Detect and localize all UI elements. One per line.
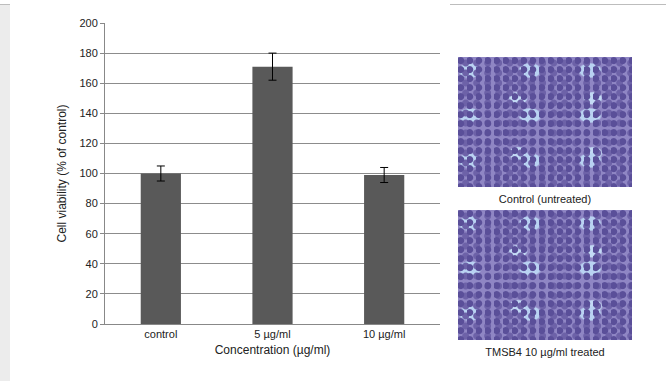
svg-text:120: 120 xyxy=(79,137,97,149)
svg-text:140: 140 xyxy=(79,107,97,119)
svg-text:10 µg/ml: 10 µg/ml xyxy=(363,328,405,340)
svg-text:100: 100 xyxy=(79,167,97,179)
svg-text:200: 200 xyxy=(79,17,97,29)
svg-text:80: 80 xyxy=(86,197,98,209)
svg-text:160: 160 xyxy=(79,77,97,89)
svg-text:20: 20 xyxy=(86,288,98,300)
svg-text:5 µg/ml: 5 µg/ml xyxy=(254,328,290,340)
svg-text:40: 40 xyxy=(86,258,98,270)
svg-text:control: control xyxy=(144,328,177,340)
html-text:Control (untreated): Control (untreated) xyxy=(498,193,592,205)
svg-text:180: 180 xyxy=(79,47,97,59)
svg-text:Cell viability (% of control): Cell viability (% of control) xyxy=(55,104,69,242)
html-text:TMSB4 10 µg/ml treated: TMSB4 10 µg/ml treated xyxy=(485,346,605,358)
svg-text:Concentration (µg/ml): Concentration (µg/ml) xyxy=(215,343,331,357)
svg-text:0: 0 xyxy=(92,318,98,330)
svg-text:60: 60 xyxy=(86,228,98,240)
